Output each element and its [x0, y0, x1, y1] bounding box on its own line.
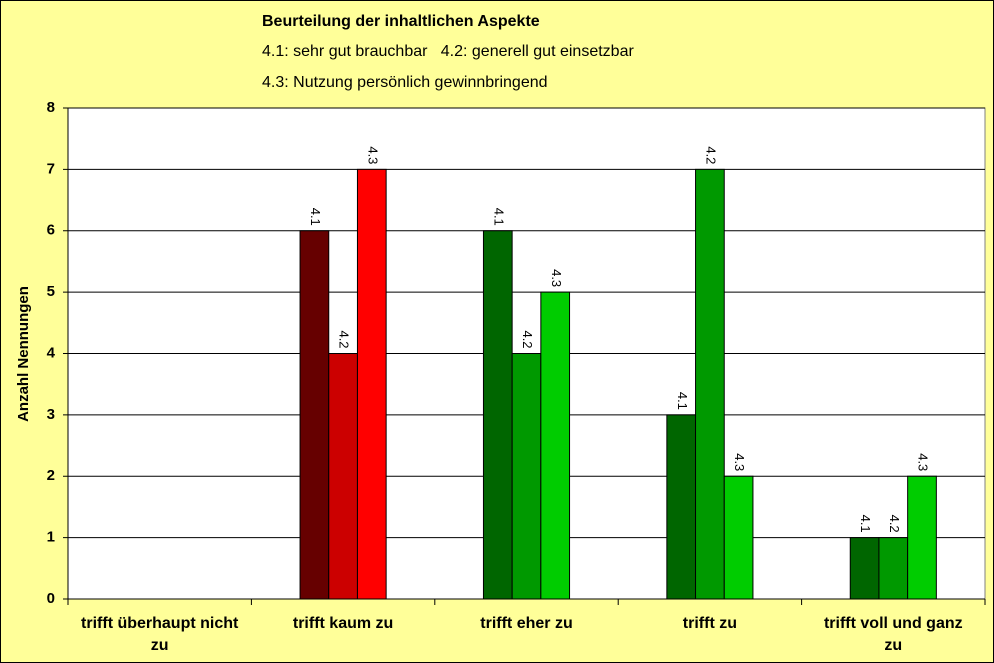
bar — [299, 230, 330, 600]
data-label: 4.1 — [308, 208, 323, 226]
data-label: 4.1 — [675, 392, 690, 410]
chart-subtitle: 4.3: Nutzung persönlich gewinnbringend — [262, 74, 548, 91]
y-tick-label: 4 — [47, 344, 56, 361]
data-label: 4.3 — [549, 269, 564, 287]
bar — [482, 230, 513, 600]
data-label: 4.1 — [491, 208, 506, 226]
y-tick-label: 2 — [47, 467, 55, 484]
y-axis-label: Anzahl Nennungen — [15, 286, 32, 422]
x-tick-label: trifft kaum zu — [292, 615, 394, 632]
data-label: 4.2 — [887, 515, 902, 533]
x-tick-label: trifft zu — [682, 615, 737, 632]
chart-subtitle: 4.1: sehr gut brauchbar 4.2: generell gu… — [262, 43, 634, 60]
x-tick-label: trifft voll und ganz zu — [823, 615, 963, 654]
data-label: 4.1 — [858, 515, 873, 533]
y-tick-label: 6 — [47, 222, 55, 239]
y-tick-label: 1 — [47, 529, 55, 546]
bar — [907, 475, 937, 600]
bar — [511, 353, 542, 600]
x-tick-label: trifft überhaupt nicht zu — [81, 615, 239, 654]
y-tick-label: 8 — [47, 99, 55, 116]
bar — [328, 353, 358, 600]
bar — [878, 537, 909, 600]
y-tick-label: 0 — [47, 590, 55, 607]
data-label: 4.2 — [337, 330, 352, 348]
bar — [723, 475, 754, 600]
bar — [356, 168, 387, 600]
bar — [666, 414, 697, 600]
y-tick-label: 3 — [47, 406, 55, 423]
y-tick-label: 7 — [47, 160, 55, 177]
data-label: 4.3 — [732, 453, 747, 471]
bar — [695, 168, 725, 600]
chart-title: Beurteilung der inhaltlichen Aspekte — [262, 13, 540, 30]
y-tick-label: 5 — [47, 283, 55, 300]
data-label: 4.3 — [916, 453, 931, 471]
bar — [540, 291, 571, 600]
bar — [849, 537, 880, 600]
data-label: 4.3 — [365, 146, 380, 164]
x-tick-label: trifft eher zu — [480, 615, 573, 632]
data-label: 4.2 — [703, 146, 718, 164]
data-label: 4.2 — [520, 330, 535, 348]
